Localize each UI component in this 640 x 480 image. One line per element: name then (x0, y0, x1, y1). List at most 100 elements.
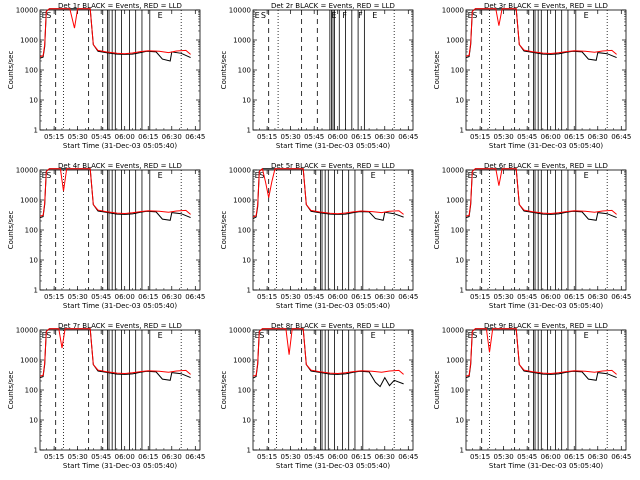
plot-frame (39, 9, 201, 131)
lld-series-line (466, 328, 617, 377)
x-tick-label: 05:30 (281, 133, 301, 141)
x-tick-label: 06:15 (138, 293, 158, 301)
x-axis-label: Start Time (31-Dec-03 05:05:40) (489, 302, 603, 310)
detector-panel-9: Det 9r BLACK = Events, RED = LLD 1 10 100 10… (433, 322, 631, 470)
x-tick-label: 06:15 (351, 293, 371, 301)
detector-panel-5: Det 5r BLACK = Events, RED = LLD 1 10 100 10… (220, 162, 418, 310)
y-tick-label: 1000 (233, 197, 251, 205)
x-tick-label: 06:00 (328, 133, 348, 141)
x-tick-label: 06:00 (541, 133, 561, 141)
x-tick-label: 05:15 (257, 293, 277, 301)
y-axis-label: Counts/sec (220, 371, 228, 410)
x-axis-label: Start Time (31-Dec-03 05:05:40) (276, 302, 390, 310)
y-tick-label: 10000 (442, 7, 464, 15)
lld-series-line (253, 167, 404, 218)
x-tick-label: 05:30 (494, 453, 514, 461)
x-tick-label: 06:15 (351, 453, 371, 461)
x-tick-label: 06:30 (375, 453, 395, 461)
x-tick-label: 05:15 (470, 453, 490, 461)
series-group (466, 168, 617, 221)
flag-label: E (468, 171, 473, 180)
flag-label: E (158, 11, 163, 20)
x-tick-label: 05:30 (494, 133, 514, 141)
series-group (40, 8, 191, 62)
y-tick-label: 1000 (20, 197, 38, 205)
y-tick-label: 10000 (229, 7, 251, 15)
y-tick-label: 1 (460, 447, 464, 455)
y-tick-label: 10 (242, 97, 251, 105)
panel-title: Det 8r BLACK = Events, RED = LLD (271, 322, 395, 330)
y-tick-label: 1 (247, 127, 251, 135)
x-tick-label: 05:15 (44, 133, 64, 141)
y-tick-label: 100 (451, 67, 464, 75)
x-tick-label: 05:30 (68, 293, 88, 301)
y-tick-label: 1 (247, 287, 251, 295)
x-axis-label: Start Time (31-Dec-03 05:05:40) (63, 462, 177, 470)
series-group (253, 167, 404, 221)
x-tick-label: 06:30 (588, 453, 608, 461)
y-tick-label: 1000 (20, 37, 38, 45)
y-tick-label: 100 (25, 67, 38, 75)
x-tick-label: 05:45 (91, 133, 111, 141)
y-tick-label: 10 (29, 257, 38, 265)
x-tick-label: 06:30 (588, 133, 608, 141)
y-tick-label: 100 (451, 387, 464, 395)
x-tick-label: 05:45 (91, 453, 111, 461)
x-tick-label: 05:45 (304, 133, 324, 141)
x-tick-label: 05:45 (517, 293, 537, 301)
flag-label: F (342, 11, 347, 20)
flag-label: E (255, 331, 260, 340)
y-axis-label: Counts/sec (7, 51, 15, 90)
y-tick-label: 10000 (16, 7, 38, 15)
flag-label: E (468, 11, 473, 20)
flag-label: S (472, 171, 477, 180)
flag-label: S (259, 171, 264, 180)
x-tick-label: 06:30 (162, 453, 182, 461)
panel-title: Det 7r BLACK = Events, RED = LLD (58, 322, 182, 330)
x-tick-label: 06:00 (328, 293, 348, 301)
x-tick-label: 05:45 (517, 453, 537, 461)
x-tick-label: 06:00 (115, 293, 135, 301)
y-tick-label: 10 (242, 257, 251, 265)
lld-series-line (40, 8, 191, 58)
lld-series-line (466, 168, 617, 217)
panel-title: Det 5r BLACK = Events, RED = LLD (271, 162, 395, 170)
y-tick-label: 100 (451, 227, 464, 235)
y-tick-label: 1000 (20, 357, 38, 365)
y-tick-label: 10000 (442, 327, 464, 335)
flag-label: E (42, 11, 47, 20)
y-tick-label: 100 (238, 387, 251, 395)
x-tick-label: 06:00 (115, 453, 135, 461)
y-axis-label: Counts/sec (220, 211, 228, 250)
x-tick-label: 05:30 (494, 293, 514, 301)
series-group (466, 328, 617, 381)
x-tick-label: 05:15 (257, 453, 277, 461)
detector-panel-7: Det 7r BLACK = Events, RED = LLD 1 10 100 10… (7, 322, 205, 470)
x-axis-label: Start Time (31-Dec-03 05:05:40) (489, 462, 603, 470)
detector-panel-3: Det 3r BLACK = Events, RED = LLD 1 10 100 10… (433, 2, 631, 150)
y-tick-label: 1 (247, 447, 251, 455)
x-tick-label: 06:45 (398, 133, 418, 141)
x-axis-label: Start Time (31-Dec-03 05:05:40) (63, 302, 177, 310)
panel-title: Det 2r BLACK = Events, RED = LLD (271, 2, 395, 10)
y-tick-label: 1 (460, 287, 464, 295)
y-tick-label: 1 (34, 287, 38, 295)
flag-label: S (259, 331, 264, 340)
y-tick-label: 10 (29, 97, 38, 105)
x-tick-label: 06:15 (138, 133, 158, 141)
flag-label: E (371, 171, 376, 180)
y-tick-label: 1000 (446, 357, 464, 365)
x-tick-label: 06:00 (115, 133, 135, 141)
y-tick-label: 100 (238, 67, 251, 75)
flag-label: E (371, 331, 376, 340)
y-tick-label: 100 (25, 227, 38, 235)
detector-panel-4: Det 4r BLACK = Events, RED = LLD 1 10 100 10… (7, 162, 205, 310)
x-tick-label: 05:45 (91, 293, 111, 301)
y-tick-label: 10 (455, 97, 464, 105)
y-tick-label: 1 (34, 127, 38, 135)
flag-label: S (46, 11, 51, 20)
x-tick-label: 06:00 (541, 453, 561, 461)
plot-frame (252, 169, 414, 291)
detector-panel-6: Det 6r BLACK = Events, RED = LLD 1 10 100 10… (433, 162, 631, 310)
x-tick-label: 06:15 (564, 453, 584, 461)
